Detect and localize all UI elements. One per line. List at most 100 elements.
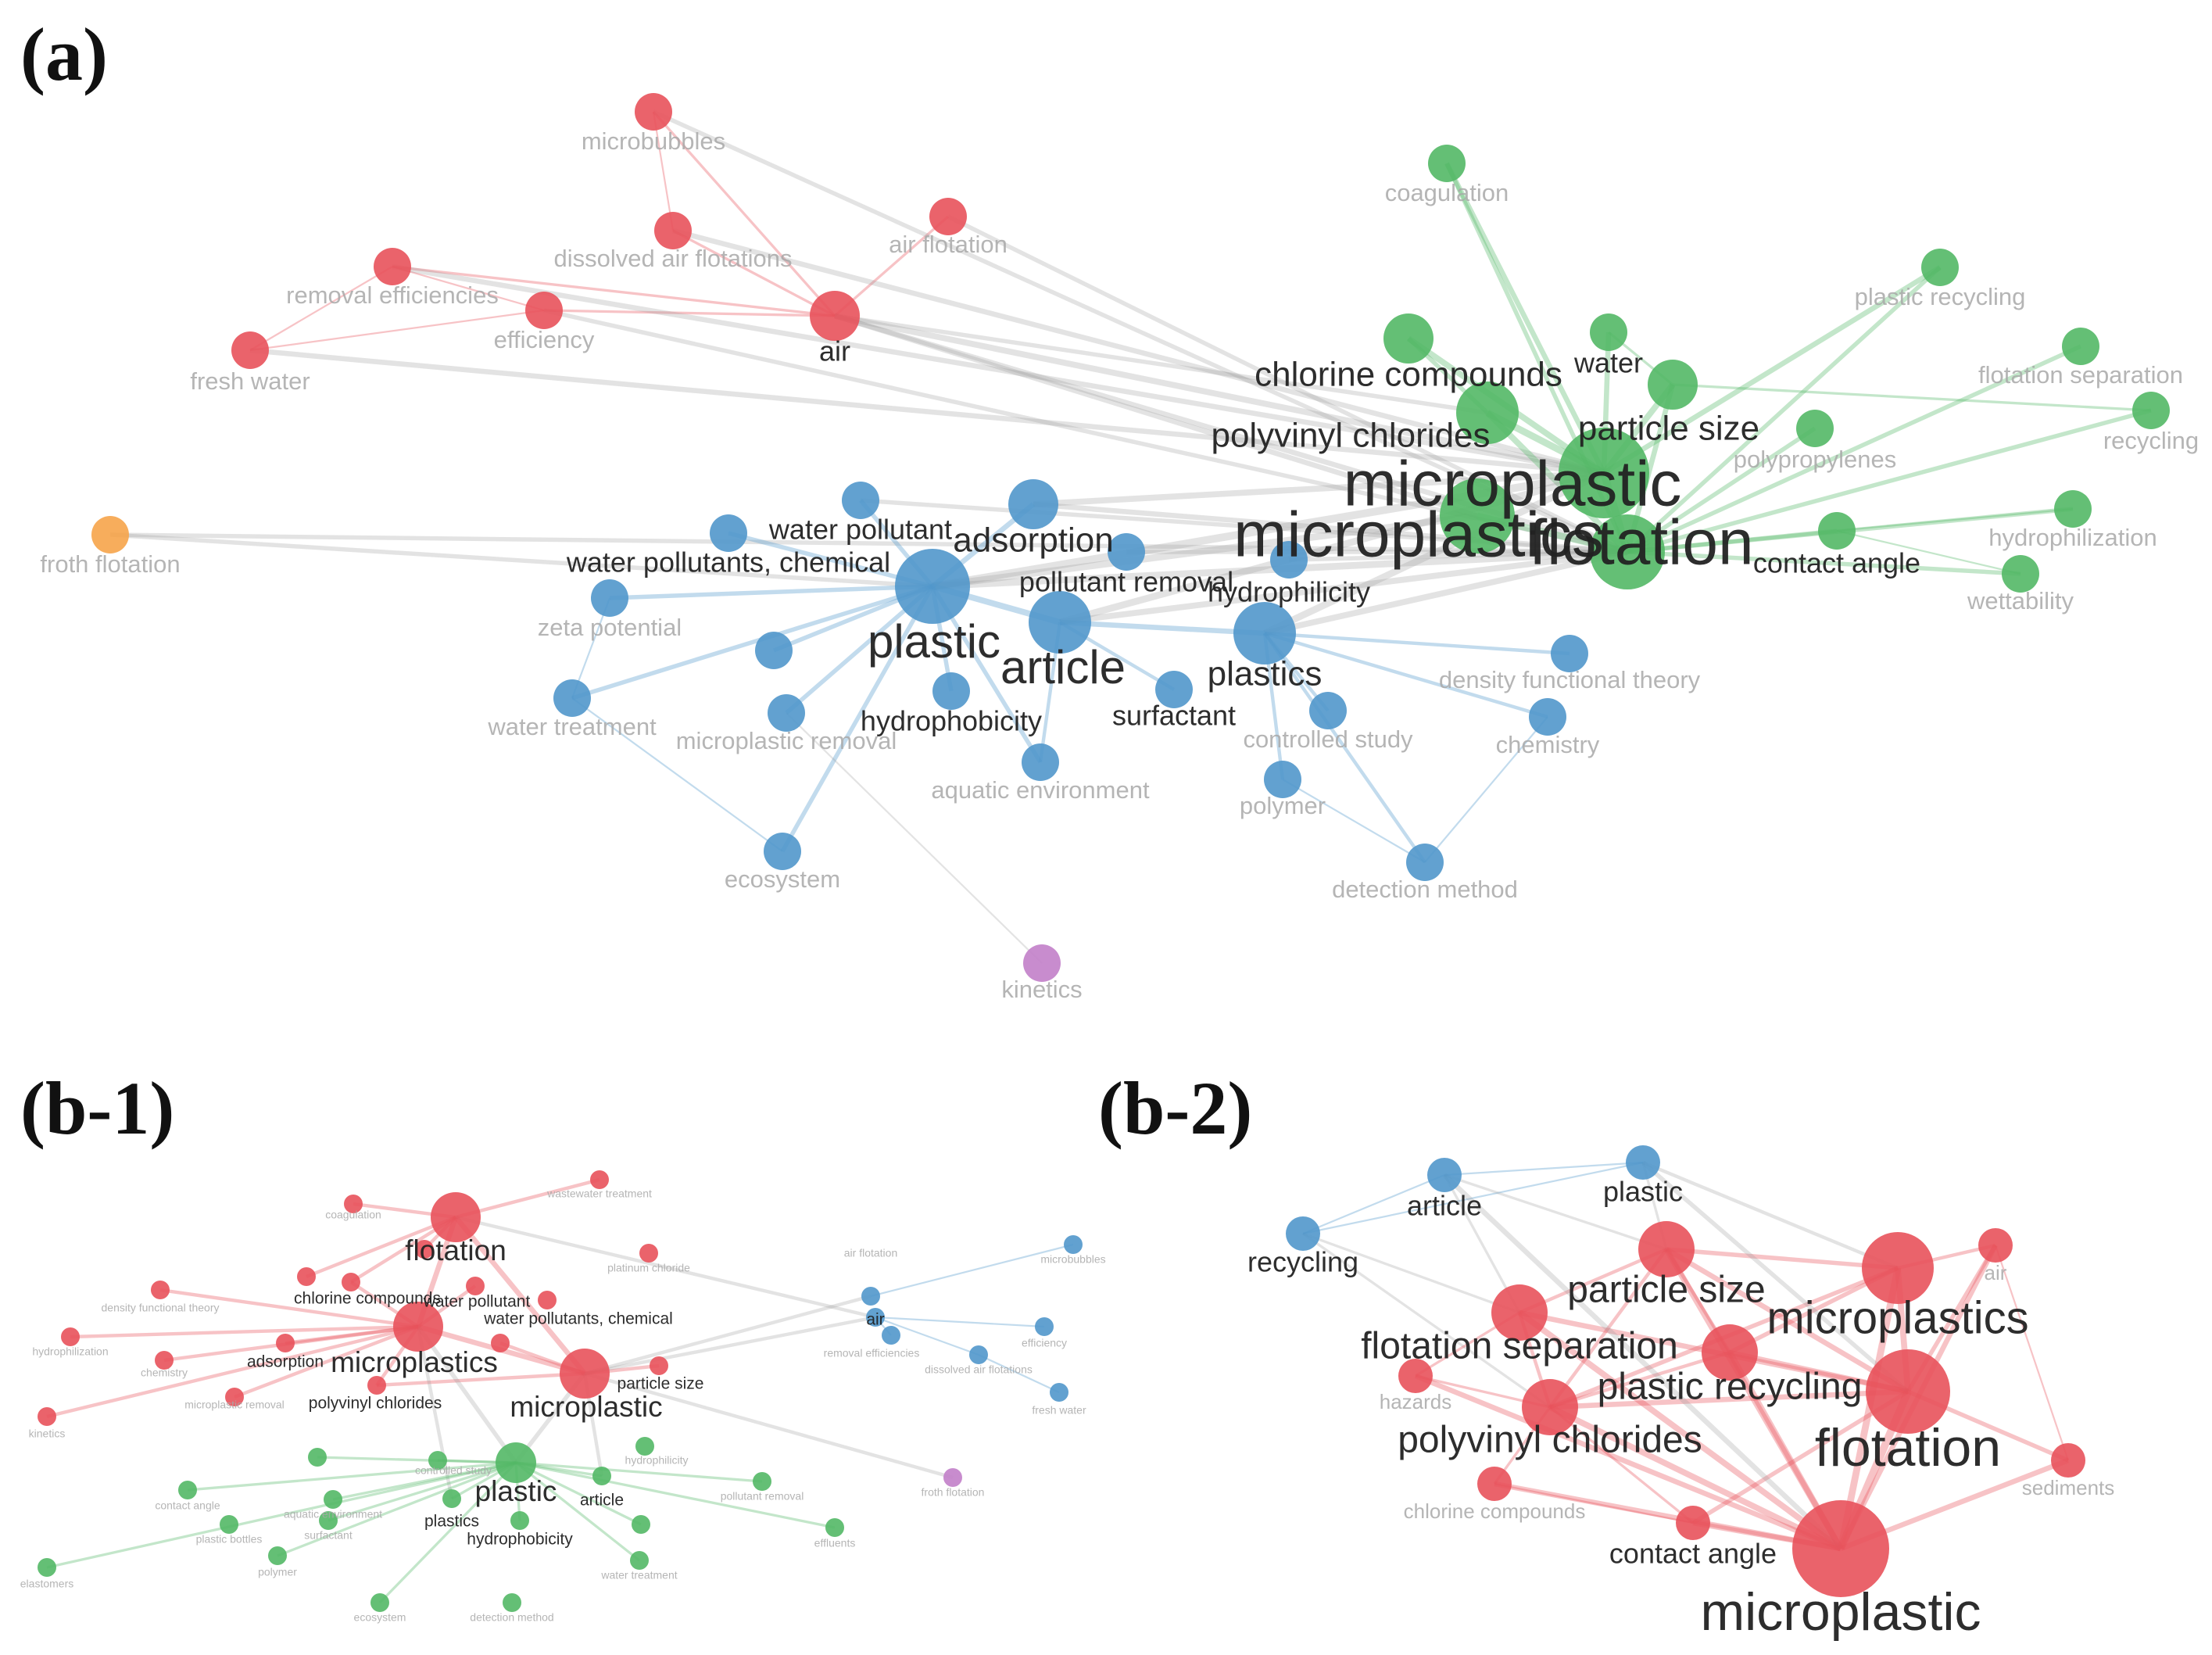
edge-particle_size-flotation <box>1665 1247 1910 1394</box>
edge-particle_size-polyvinyl_chlorides <box>1548 1248 1668 1409</box>
node-hydrophobicity <box>510 1511 529 1530</box>
node-detection-method <box>1406 844 1444 881</box>
nodes-layer <box>91 93 2170 982</box>
edge-air_flotation-air <box>833 215 950 317</box>
node-water-pollutant <box>842 482 879 519</box>
label-hydrophobicity: hydrophobicity <box>861 705 1042 737</box>
node-air-flotation <box>929 198 967 235</box>
label-chlorine-compounds: chlorine compounds <box>1255 356 1562 394</box>
edge-article-flotation <box>1059 549 1628 625</box>
label-adsorption: adsorption <box>247 1353 324 1371</box>
node-wettability <box>2002 555 2039 593</box>
node-water-treatment <box>553 679 591 717</box>
node-elastomers <box>38 1558 56 1577</box>
edge-g2-plastic <box>515 1461 642 1526</box>
node-water-pollutant <box>466 1277 485 1295</box>
edge-plastic-water_treatment <box>514 1461 641 1562</box>
node-hydrophobicity <box>932 672 970 710</box>
node-unlabeled-blue <box>755 632 793 669</box>
label-controlled-study: controlled study <box>415 1464 492 1477</box>
network-panel-a: microbubbles dissolved air flotations air … <box>40 93 2199 1003</box>
edge-dissolved_air_flotations-fresh_water <box>978 1354 1060 1393</box>
edge-hydrophilization-contact_angle <box>1836 507 2074 532</box>
node-ecosystem <box>764 833 801 870</box>
node-aquatic-environment <box>1022 743 1059 781</box>
node-chlorine-compounds <box>1383 313 1434 364</box>
edge-removal_efficiencies-efficiency <box>392 265 545 312</box>
node-r3 <box>491 1334 510 1352</box>
label-removal-efficiencies: removal efficiencies <box>286 281 499 309</box>
label-plastic-bottles: plastic bottles <box>196 1533 263 1546</box>
label-plastic: plastic <box>1603 1176 1683 1208</box>
edges-layer <box>109 109 2152 964</box>
label-wastewater-treatment: wastewater treatment <box>546 1188 652 1200</box>
node-recycling <box>1286 1216 1320 1251</box>
node-flotation <box>1590 514 1665 589</box>
node-kinetics <box>1023 944 1061 982</box>
edge-efficiency-air <box>543 309 836 317</box>
node-microbubbles <box>635 93 672 131</box>
edge-microbubbles-air <box>652 110 836 317</box>
edge-microplastic-froth_flotation <box>584 1371 954 1480</box>
node-flotation-separation <box>2062 328 2099 365</box>
edge-chemistry-detection_method <box>1424 716 1548 863</box>
label-plastic-recycling: plastic recycling <box>1855 283 2026 310</box>
edge-air_flotation-flotation <box>947 214 1629 554</box>
label-air-flotation: air flotation <box>889 231 1008 258</box>
edge-effluents-plastic <box>515 1461 836 1529</box>
node-hydrophilization <box>61 1327 80 1346</box>
label-aquatic-environment: aquatic environment <box>931 776 1150 804</box>
node-kinetics <box>38 1407 56 1426</box>
edge-plastic-microplastics <box>932 512 1478 590</box>
node-froth-flotation <box>943 1468 962 1487</box>
edge-froth_flotation-flotation <box>109 532 1628 554</box>
node-r2 <box>415 1240 434 1259</box>
node-water <box>1590 313 1627 351</box>
label-elastomers: elastomers <box>20 1578 73 1590</box>
label-plastic-recycling: plastic recycling <box>1598 1367 1863 1408</box>
label-efficiency: efficiency <box>494 326 595 353</box>
node-ecosystem <box>370 1593 389 1612</box>
node-plastic-recycling <box>1702 1324 1758 1381</box>
label-article: article <box>580 1492 624 1510</box>
node-controlled-study <box>1309 692 1347 729</box>
label-microbubbles: microbubbles <box>1040 1253 1105 1266</box>
edge-article-microplastic <box>1442 1173 1843 1551</box>
label-flotation: flotation <box>1815 1418 2001 1478</box>
label-air-flotation: air flotation <box>844 1247 897 1259</box>
panel-label-a: (a) <box>20 13 108 96</box>
node-microplastic <box>1559 428 1649 518</box>
label-air: air <box>819 335 850 367</box>
edge-kinetics-microplastic_removal <box>786 712 1043 964</box>
label-microplastic: microplastic <box>1701 1582 1981 1642</box>
node-controlled-study <box>428 1451 447 1470</box>
nodes-layer <box>38 1170 1083 1612</box>
label-polyvinyl-chlorides: polyvinyl chlorides <box>1211 417 1490 455</box>
edge-wettability-flotation <box>1627 550 2021 576</box>
node-polypropylenes <box>1796 410 1834 447</box>
edge-article-recycling <box>1302 1173 1445 1235</box>
node-water-pollutants-chemical <box>710 514 747 552</box>
node-microplastics <box>1440 478 1515 553</box>
node-particle-size <box>1648 360 1698 410</box>
label-contact-angle: contact angle <box>1753 547 1920 579</box>
edge-hydrophilicity-flotation <box>1288 550 1628 562</box>
label-microplastic-removal: microplastic removal <box>184 1399 285 1411</box>
label-flotation: flotation <box>1529 507 1753 579</box>
node-polyvinyl-chlorides <box>1456 382 1519 444</box>
node-plastic-bottles <box>220 1515 238 1534</box>
label-hydrophilicity: hydrophilicity <box>1208 576 1370 608</box>
edge-froth_flotation-plastic <box>109 532 933 589</box>
node-polymer <box>1264 761 1301 798</box>
label-polymer: polymer <box>258 1566 297 1578</box>
nodes-layer <box>1286 1145 2085 1597</box>
node-sediments <box>2051 1443 2085 1478</box>
label-sediments: sediments <box>2022 1476 2115 1499</box>
edge-polyvinyl_chlorides-flotation <box>1549 1388 1909 1410</box>
edge-ecosystem-water_treatment <box>571 697 783 852</box>
edge-recycling-particle_size <box>1672 383 2152 412</box>
node-platinum-chloride <box>639 1244 658 1263</box>
label-coagulation: coagulation <box>325 1209 381 1221</box>
node-hydrophilization <box>2054 490 2092 528</box>
label-flotation: flotation <box>405 1234 506 1266</box>
